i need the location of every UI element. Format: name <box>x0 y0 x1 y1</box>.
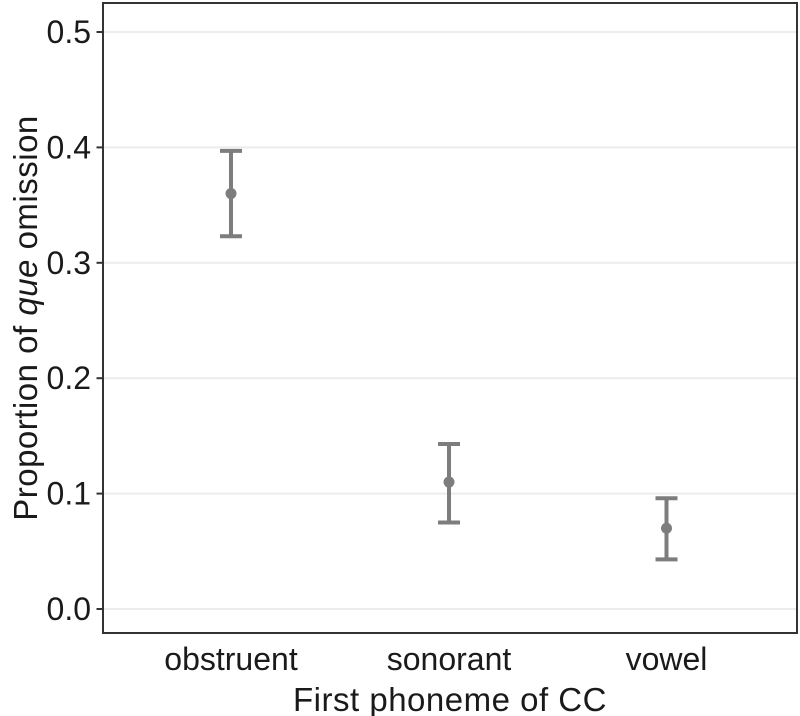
y-tick-label: 0.1 <box>47 476 91 512</box>
point-marker <box>443 476 455 488</box>
y-tick-label: 0.3 <box>47 245 91 281</box>
y-axis-title-italic-word: que <box>7 259 44 316</box>
panel-background <box>103 3 797 633</box>
y-tick-label: 0.2 <box>47 360 91 396</box>
x-tick-label: vowel <box>626 641 708 677</box>
y-tick-label: 0.0 <box>47 591 91 627</box>
point-marker <box>225 188 237 200</box>
x-tick-label: obstruent <box>164 641 298 677</box>
point-marker <box>661 522 672 534</box>
y-axis-title-prefix: Proportion of <box>7 315 44 521</box>
x-tick-label: sonorant <box>387 641 512 677</box>
y-tick-label: 0.4 <box>47 129 91 165</box>
x-axis-title: First phoneme of CC <box>293 681 607 716</box>
y-axis-title-suffix: omission <box>7 115 44 260</box>
panel-border <box>102 2 798 634</box>
y-axis-title: Proportion of que omission <box>7 115 45 521</box>
y-tick-label: 0.5 <box>47 14 91 50</box>
